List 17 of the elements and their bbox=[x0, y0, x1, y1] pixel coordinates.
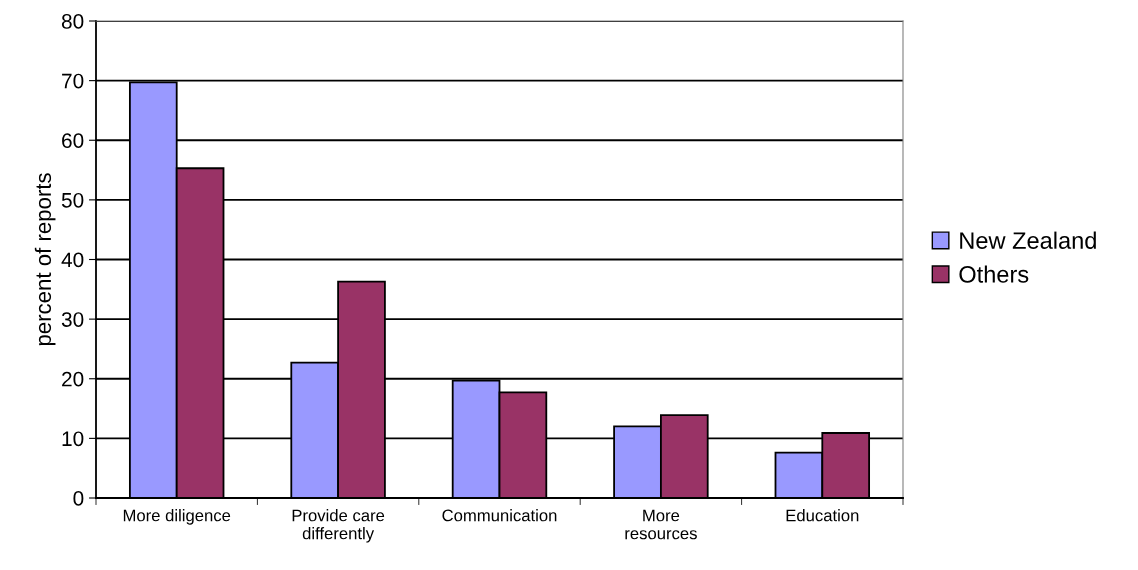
legend-label: New Zealand bbox=[960, 231, 1096, 249]
x-tick-label: More diligence bbox=[123, 509, 231, 525]
x-tick-label: Provide care differently bbox=[292, 509, 385, 543]
y-tick-label: 70 bbox=[62, 73, 84, 89]
y-axis-title: percent of reports bbox=[34, 173, 56, 346]
y-tick-label: 80 bbox=[61, 14, 84, 29]
y-tick-label: 0 bbox=[73, 491, 84, 506]
legend-label: Others bbox=[959, 265, 1029, 283]
x-tick-label: Communication bbox=[442, 509, 557, 522]
y-tick-label: 60 bbox=[62, 133, 84, 148]
y-tick-label: 10 bbox=[62, 431, 84, 447]
x-tick-label: Education bbox=[786, 509, 859, 522]
x-tick-label: More resources bbox=[625, 509, 697, 540]
y-tick-label: 50 bbox=[61, 192, 84, 208]
y-tick-label: 20 bbox=[62, 371, 84, 387]
y-tick-label: 40 bbox=[61, 252, 84, 268]
y-tick-label: 30 bbox=[61, 312, 84, 327]
